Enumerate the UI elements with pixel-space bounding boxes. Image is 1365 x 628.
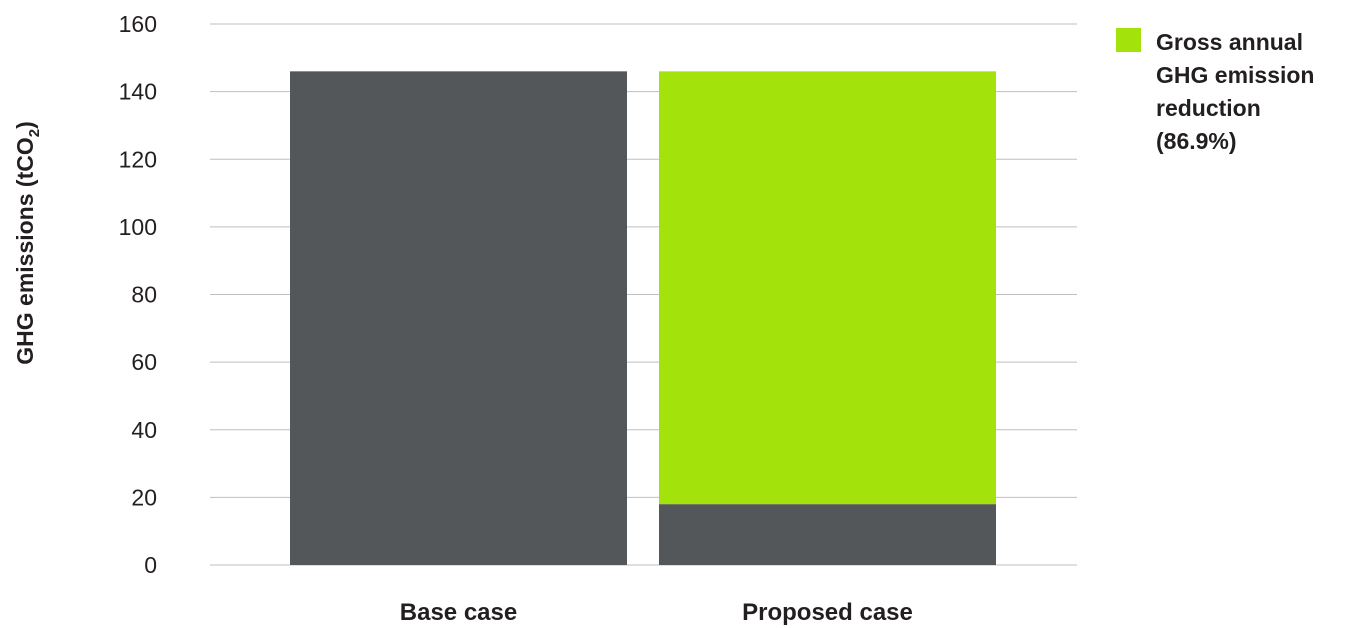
x-category-label: Base case (400, 599, 517, 626)
x-axis-categories: Base case Proposed case (400, 599, 913, 626)
legend-line: reduction (1156, 95, 1261, 121)
y-tick-label: 140 (119, 79, 157, 105)
bar-segment-reduction (659, 71, 996, 505)
y-tick-label: 20 (131, 484, 157, 510)
y-tick-label: 80 (131, 282, 157, 308)
y-tick-label: 0 (144, 552, 157, 578)
y-tick-label: 120 (119, 146, 157, 172)
y-axis-label-main: GHG emissions (tCO (12, 137, 38, 364)
legend-line: (86.9%) (1156, 128, 1237, 154)
legend: Gross annual GHG emission reduction (86.… (1116, 28, 1321, 154)
bar-segment-remaining (290, 71, 627, 566)
y-tick-label: 40 (131, 417, 157, 443)
y-tick-label: 160 (119, 11, 157, 37)
x-category-label: Proposed case (742, 599, 913, 626)
legend-label: Gross annual GHG emission reduction (86.… (1156, 29, 1321, 154)
y-tick-label: 100 (119, 214, 157, 240)
legend-line: GHG emission (1156, 62, 1314, 88)
bars (290, 71, 996, 566)
legend-line: Gross annual (1156, 29, 1303, 55)
y-axis-label-subscript: 2 (26, 129, 43, 137)
legend-swatch (1116, 28, 1141, 52)
y-tick-label: 60 (131, 349, 157, 375)
y-axis-ticks: 0 20 40 60 80 100 120 140 160 (119, 11, 157, 578)
y-axis-label: GHG emissions (tCO2) (12, 121, 43, 365)
y-axis-label-close: ) (12, 121, 38, 129)
bar-segment-remaining (659, 504, 996, 565)
